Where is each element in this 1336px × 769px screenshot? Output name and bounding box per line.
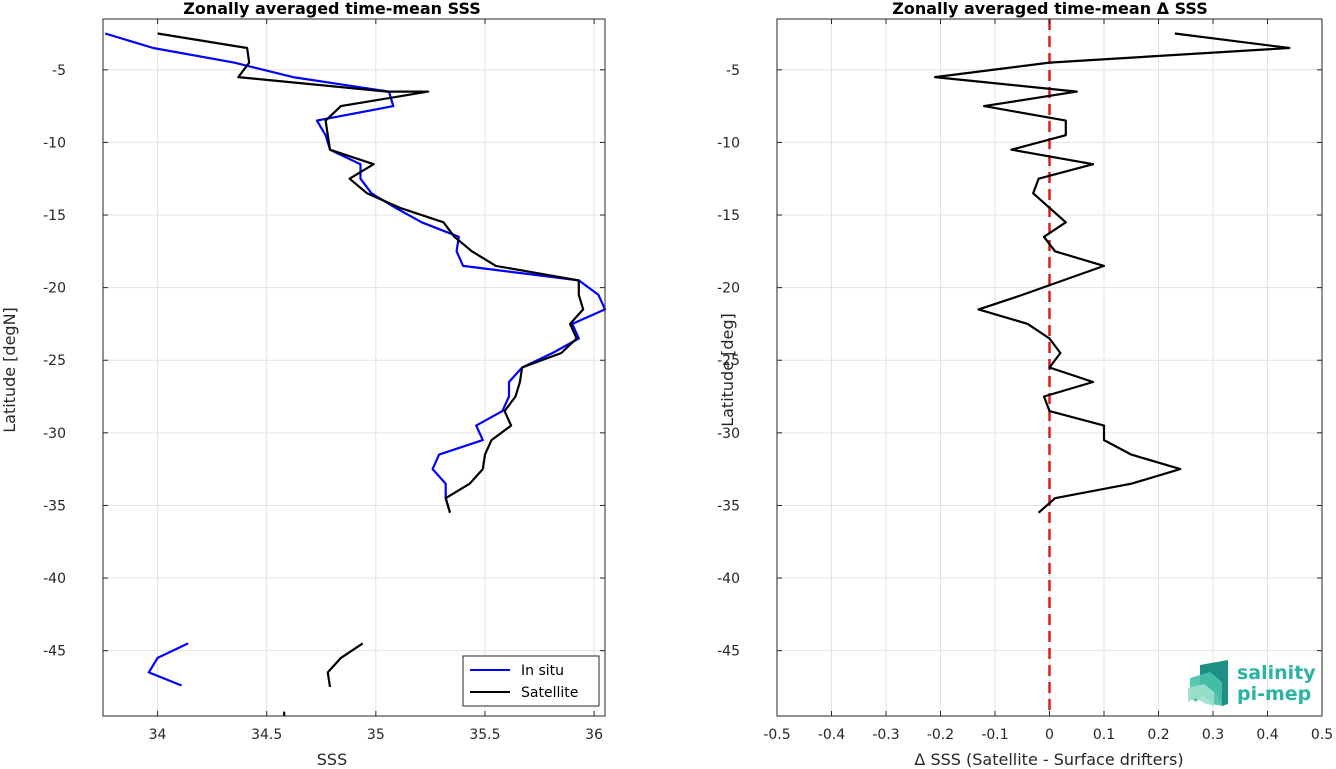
series-layer-delta-sss	[933, 19, 1291, 716]
x-tick-label: -0.2	[927, 727, 954, 743]
y-tick-label: -20	[717, 281, 740, 297]
x-tick-label: -0.5	[763, 727, 790, 743]
x-axis-label-delta-sss: Δ SSS (Satellite - Surface drifters)	[914, 750, 1183, 769]
x-tick-label: 36	[585, 727, 603, 743]
grid-sss	[103, 19, 605, 716]
y-tick-label: -15	[717, 208, 740, 224]
legend: In situ Satellite	[462, 655, 600, 707]
x-tick-label: 0.4	[1256, 727, 1278, 743]
y-tick-label: -45	[717, 644, 740, 660]
x-tick-label: 0.2	[1147, 727, 1169, 743]
y-tick-label: -35	[717, 498, 740, 514]
chart-title-delta-sss: Zonally averaged time-mean Δ SSS	[892, 0, 1208, 18]
legend-label-in-situ: In situ	[521, 663, 564, 679]
x-tick-label: 0.3	[1202, 727, 1224, 743]
series-line-in-situ-sss	[104, 32, 607, 687]
logo-line-1: salinity	[1237, 662, 1316, 684]
y-tick-label: -10	[717, 135, 740, 151]
x-tick-label: -0.4	[818, 727, 845, 743]
axes-frame-sss	[102, 18, 606, 717]
x-tick-label: 0.5	[1311, 727, 1333, 743]
x-tick-label: 35	[367, 727, 385, 743]
x-axis-label-sss: SSS	[317, 750, 347, 769]
y-tick-label: -30	[717, 426, 740, 442]
x-tick-label: -0.1	[981, 727, 1008, 743]
logo-wave-icon	[1188, 684, 1214, 706]
chart-title-sss: Zonally averaged time-mean SSS	[183, 0, 481, 18]
x-tick-label: 34.5	[251, 727, 282, 743]
panel-sss: 34 34.5 35 35.5 36 -5 -10 -15 -20 -25 -30 -35 -40 -45…	[0, 0, 607, 769]
x-tick-label: 0.1	[1093, 727, 1115, 743]
y-tick-label: -5	[52, 63, 66, 79]
x-tick-label: 34	[149, 727, 167, 743]
ticks-sss: 34 34.5 35 35.5 36 -5 -10 -15 -20 -25 -30 -35 -40 -45	[43, 19, 605, 743]
y-tick-label: -15	[43, 208, 66, 224]
series-line-satellite-sss	[157, 32, 585, 716]
y-tick-label: -25	[717, 353, 740, 369]
legend-box	[462, 655, 600, 707]
y-tick-label: -20	[43, 281, 66, 297]
y-tick-label: -30	[43, 426, 66, 442]
x-tick-label: 35.5	[469, 727, 500, 743]
y-tick-label: -40	[43, 571, 66, 587]
y-tick-label: -40	[717, 571, 740, 587]
series-layer-sss	[104, 32, 607, 716]
y-axis-label-delta-sss: Latitude [deg]	[718, 313, 737, 427]
y-axis-label-sss: Latitude [degN]	[0, 307, 19, 433]
logo-line-2: pi-mep	[1237, 683, 1311, 705]
ticks-delta-sss: -0.5 -0.4 -0.3 -0.2 -0.1 0 0.1 0.2 0.3 0.4 0.5 -5 -1…	[717, 19, 1333, 743]
panel-delta-sss: -0.5 -0.4 -0.3 -0.2 -0.1 0 0.1 0.2 0.3 0.4 0.5 -5 -1…	[717, 0, 1333, 769]
y-tick-label: -25	[43, 353, 66, 369]
y-tick-label: -10	[43, 135, 66, 151]
y-tick-label: -45	[43, 644, 66, 660]
y-tick-label: -5	[726, 63, 740, 79]
salinity-pi-mep-logo: salinity pi-mep	[1188, 660, 1316, 706]
y-tick-label: -35	[43, 498, 66, 514]
series-line-series-0-delta-sss	[933, 32, 1291, 514]
x-tick-label: -0.3	[872, 727, 899, 743]
legend-label-satellite: Satellite	[521, 685, 578, 701]
x-tick-label: 0	[1045, 727, 1054, 743]
